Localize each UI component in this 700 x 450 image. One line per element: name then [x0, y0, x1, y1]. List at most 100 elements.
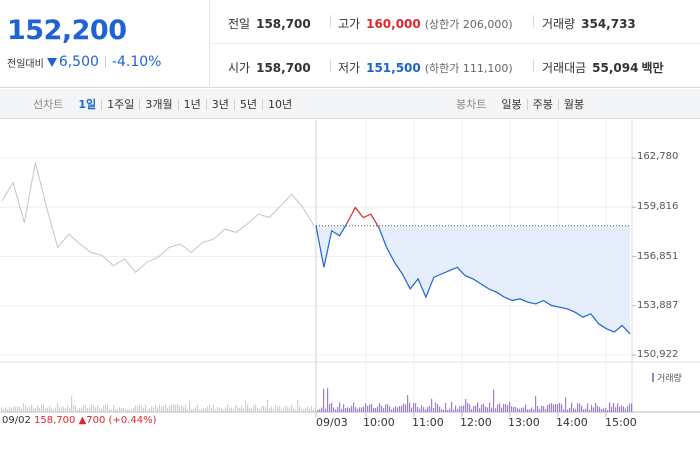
upper-limit: (상한가 206,000): [424, 18, 513, 31]
volume-bar: [449, 408, 451, 412]
volume-bar: [173, 404, 175, 412]
volume-bar: [603, 408, 605, 412]
volume-bar: [325, 408, 327, 412]
volume-bar: [143, 407, 145, 412]
candle-monthly[interactable]: 월봉: [557, 98, 589, 110]
range-10y[interactable]: 10년: [262, 98, 297, 110]
volume-bar: [153, 407, 155, 412]
volume-bar: [19, 406, 21, 412]
volume-bar: [367, 405, 369, 412]
volume-bar: [313, 409, 315, 412]
volume-bar: [587, 403, 589, 412]
volume-bar: [99, 408, 101, 412]
volume-bar: [335, 409, 337, 412]
volume-bar: [401, 405, 403, 412]
volume-bar: [605, 407, 607, 412]
volume-bar: [241, 405, 243, 412]
volume-bar: [307, 406, 309, 412]
high-price: 고가 160,000 (상한가 206,000): [338, 15, 513, 32]
volume-bar: [181, 405, 183, 412]
volume-bar: [617, 403, 619, 412]
volume-legend: 거래량: [652, 371, 682, 384]
today-fill-area: [316, 225, 630, 334]
volume-bar: [539, 408, 541, 412]
volume-bar: [211, 407, 213, 412]
volume-bar: [9, 406, 11, 412]
volume-bar: [79, 407, 81, 412]
open-price: 시가 158,700: [228, 59, 311, 76]
volume-bar: [301, 409, 303, 412]
range-3m[interactable]: 3개월: [139, 98, 177, 110]
up-arrow-icon: ▲: [78, 415, 87, 426]
volume: 거래량 354,733: [542, 15, 636, 32]
volume-bar: [111, 409, 113, 412]
volume-bar: [407, 395, 409, 412]
volume-bar: [427, 407, 429, 412]
volume-bar: [373, 408, 375, 412]
volume-bar: [3, 409, 5, 412]
candle-chart-title: 봉차트: [456, 98, 487, 111]
volume-bar: [45, 408, 47, 412]
volume-bar: [443, 409, 445, 412]
volume-bar: [441, 409, 443, 412]
volume-bar: [411, 407, 413, 412]
volume-bar: [69, 408, 71, 412]
volume-bar: [615, 407, 617, 412]
volume-bar: [75, 406, 77, 412]
volume-bar: [351, 405, 353, 412]
volume-bar: [523, 407, 525, 412]
y-tick-label: 153,887: [637, 300, 679, 311]
volume-bar: [175, 405, 177, 412]
volume-bar: [447, 409, 449, 412]
volume-bar: [303, 409, 305, 412]
volume-bar: [189, 400, 191, 412]
candle-daily[interactable]: 일봉: [501, 97, 522, 111]
volume-bar: [535, 396, 537, 412]
volume-bar: [621, 405, 623, 412]
volume-bar: [511, 406, 513, 412]
volume-bar: [81, 407, 83, 412]
divider: [533, 15, 534, 28]
volume-bar: [361, 407, 363, 412]
volume-bar: [489, 402, 491, 412]
range-5y[interactable]: 5년: [233, 98, 262, 110]
volume-bar: [71, 395, 73, 412]
volume-bar: [123, 408, 125, 412]
volume-bar: [205, 408, 207, 412]
volume-bar: [363, 406, 365, 412]
volume-bar: [101, 409, 103, 412]
volume-bar: [589, 410, 591, 412]
volume-bar: [399, 406, 401, 412]
intraday-chart[interactable]: 162,780 159,816 156,851 153,887 150,922 …: [0, 120, 700, 450]
range-3y[interactable]: 3년: [205, 98, 234, 110]
volume-bar: [89, 407, 91, 412]
volume-bar: [125, 409, 127, 412]
volume-bar: [207, 406, 209, 412]
volume-bar: [121, 407, 123, 412]
change-row: 전일대비 6,500 -4.10%: [7, 54, 161, 70]
volume-bar: [465, 399, 467, 412]
x-tick-label: 11:00: [412, 416, 444, 429]
volume-bar: [509, 401, 511, 412]
volume-bar: [375, 408, 377, 412]
volume-bar: [47, 407, 49, 412]
volume-bar: [537, 406, 539, 412]
volume-bar: [59, 407, 61, 412]
volume-bar: [293, 408, 295, 412]
volume-bar: [29, 406, 31, 412]
volume-bar: [185, 404, 187, 412]
prev-day-date: 09/02: [2, 415, 31, 426]
volume-bar: [245, 400, 247, 412]
volume-bar: [559, 403, 561, 412]
volume-bar: [87, 407, 89, 412]
range-1d[interactable]: 1일: [78, 97, 97, 111]
candle-weekly[interactable]: 주봉: [526, 98, 558, 110]
prev-day-info: 09/02 158,700 ▲700 (+0.44%): [2, 415, 157, 426]
range-1w[interactable]: 1주일: [101, 98, 139, 110]
volume-bar: [547, 404, 549, 412]
volume-bar: [339, 402, 341, 412]
volume-bar: [557, 404, 559, 412]
volume-bar: [501, 407, 503, 412]
volume-bar: [423, 407, 425, 412]
range-1y[interactable]: 1년: [177, 98, 206, 110]
